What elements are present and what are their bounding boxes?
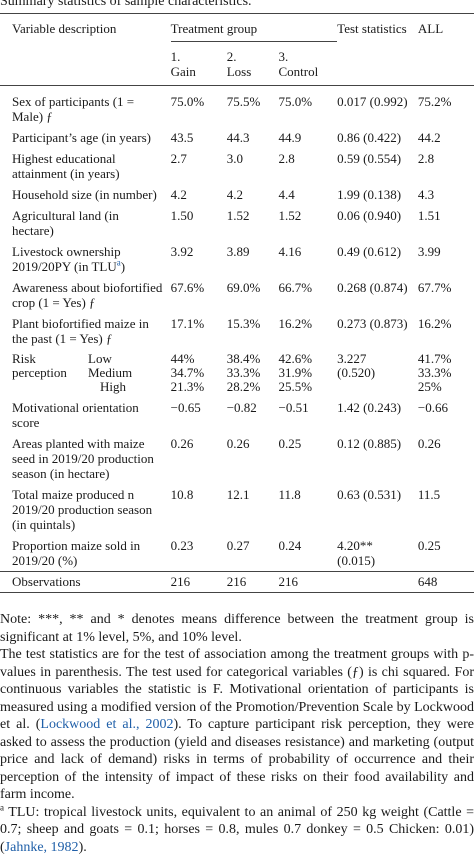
- table-row-observations: Observations 216 216 216 648: [0, 571, 474, 593]
- header-test-statistics: Test statistics: [337, 21, 407, 36]
- table-row: Awareness about biofortified crop (1 = Y…: [12, 280, 452, 310]
- header-variable: Variable description: [0, 13, 163, 46]
- table-row: Agricultural land (in hectare) 1.50 1.52…: [12, 208, 441, 238]
- header-subrow: 1. Gain 2. Loss 3. Control: [0, 46, 474, 86]
- header-group-control: 3. Control: [278, 46, 338, 86]
- note-test-statistics: The test statistics are for the test of …: [0, 647, 474, 802]
- table-row: Sex of participants (1 = Male) ƒ 75.0% 7…: [12, 94, 452, 124]
- table-row: Proportion maize sold in 2019/20 (%) 0.2…: [12, 538, 441, 568]
- table-row: Plant biofortified maize in the past (1 …: [12, 316, 452, 346]
- header-group-loss: 2. Loss: [226, 46, 279, 86]
- table-row: Total maize produced n 2019/20 productio…: [12, 487, 441, 532]
- footnote-a-link[interactable]: a: [116, 257, 121, 268]
- header-group-gain: 1. Gain: [162, 46, 227, 86]
- note-tlu: a TLU: tropical livestock units, equival…: [0, 801, 474, 855]
- summary-table: Variable description Treatment group Tes…: [0, 13, 474, 593]
- table-row: Areas planted with maize seed in 2019/20…: [12, 436, 441, 481]
- header-treatment-group: Treatment group: [170, 21, 338, 42]
- table-row: Motivational orientation score −0.65 −0.…: [12, 400, 448, 430]
- table-row: Participant’s age (in years) 43.5 44.3 4…: [12, 130, 441, 145]
- table-row: Highest educational attainment (in years…: [12, 151, 435, 181]
- citation-lockwood-link[interactable]: Lockwood et al., 2002: [40, 717, 174, 732]
- table-row-risk: Risk Low perception Medium High 44% 34.7% 21…: [12, 351, 452, 394]
- header-all: ALL: [417, 21, 444, 36]
- citation-jahnke-link[interactable]: Jahnke, 1982: [4, 839, 79, 855]
- table-caption: Summary statistics of sample characteris…: [0, 0, 252, 9]
- header-row: Variable description Treatment group Tes…: [0, 13, 474, 86]
- note-significance: Note: ***, ** and * denotes means differ…: [0, 612, 474, 645]
- table-notes: Note: ***, ** and * denotes means differ…: [0, 611, 474, 856]
- table-row: Household size (in number) 4.2 4.2 4.4 1…: [12, 187, 435, 202]
- table-row: Livestock ownership 2019/20PY (in TLUa) …: [12, 244, 441, 274]
